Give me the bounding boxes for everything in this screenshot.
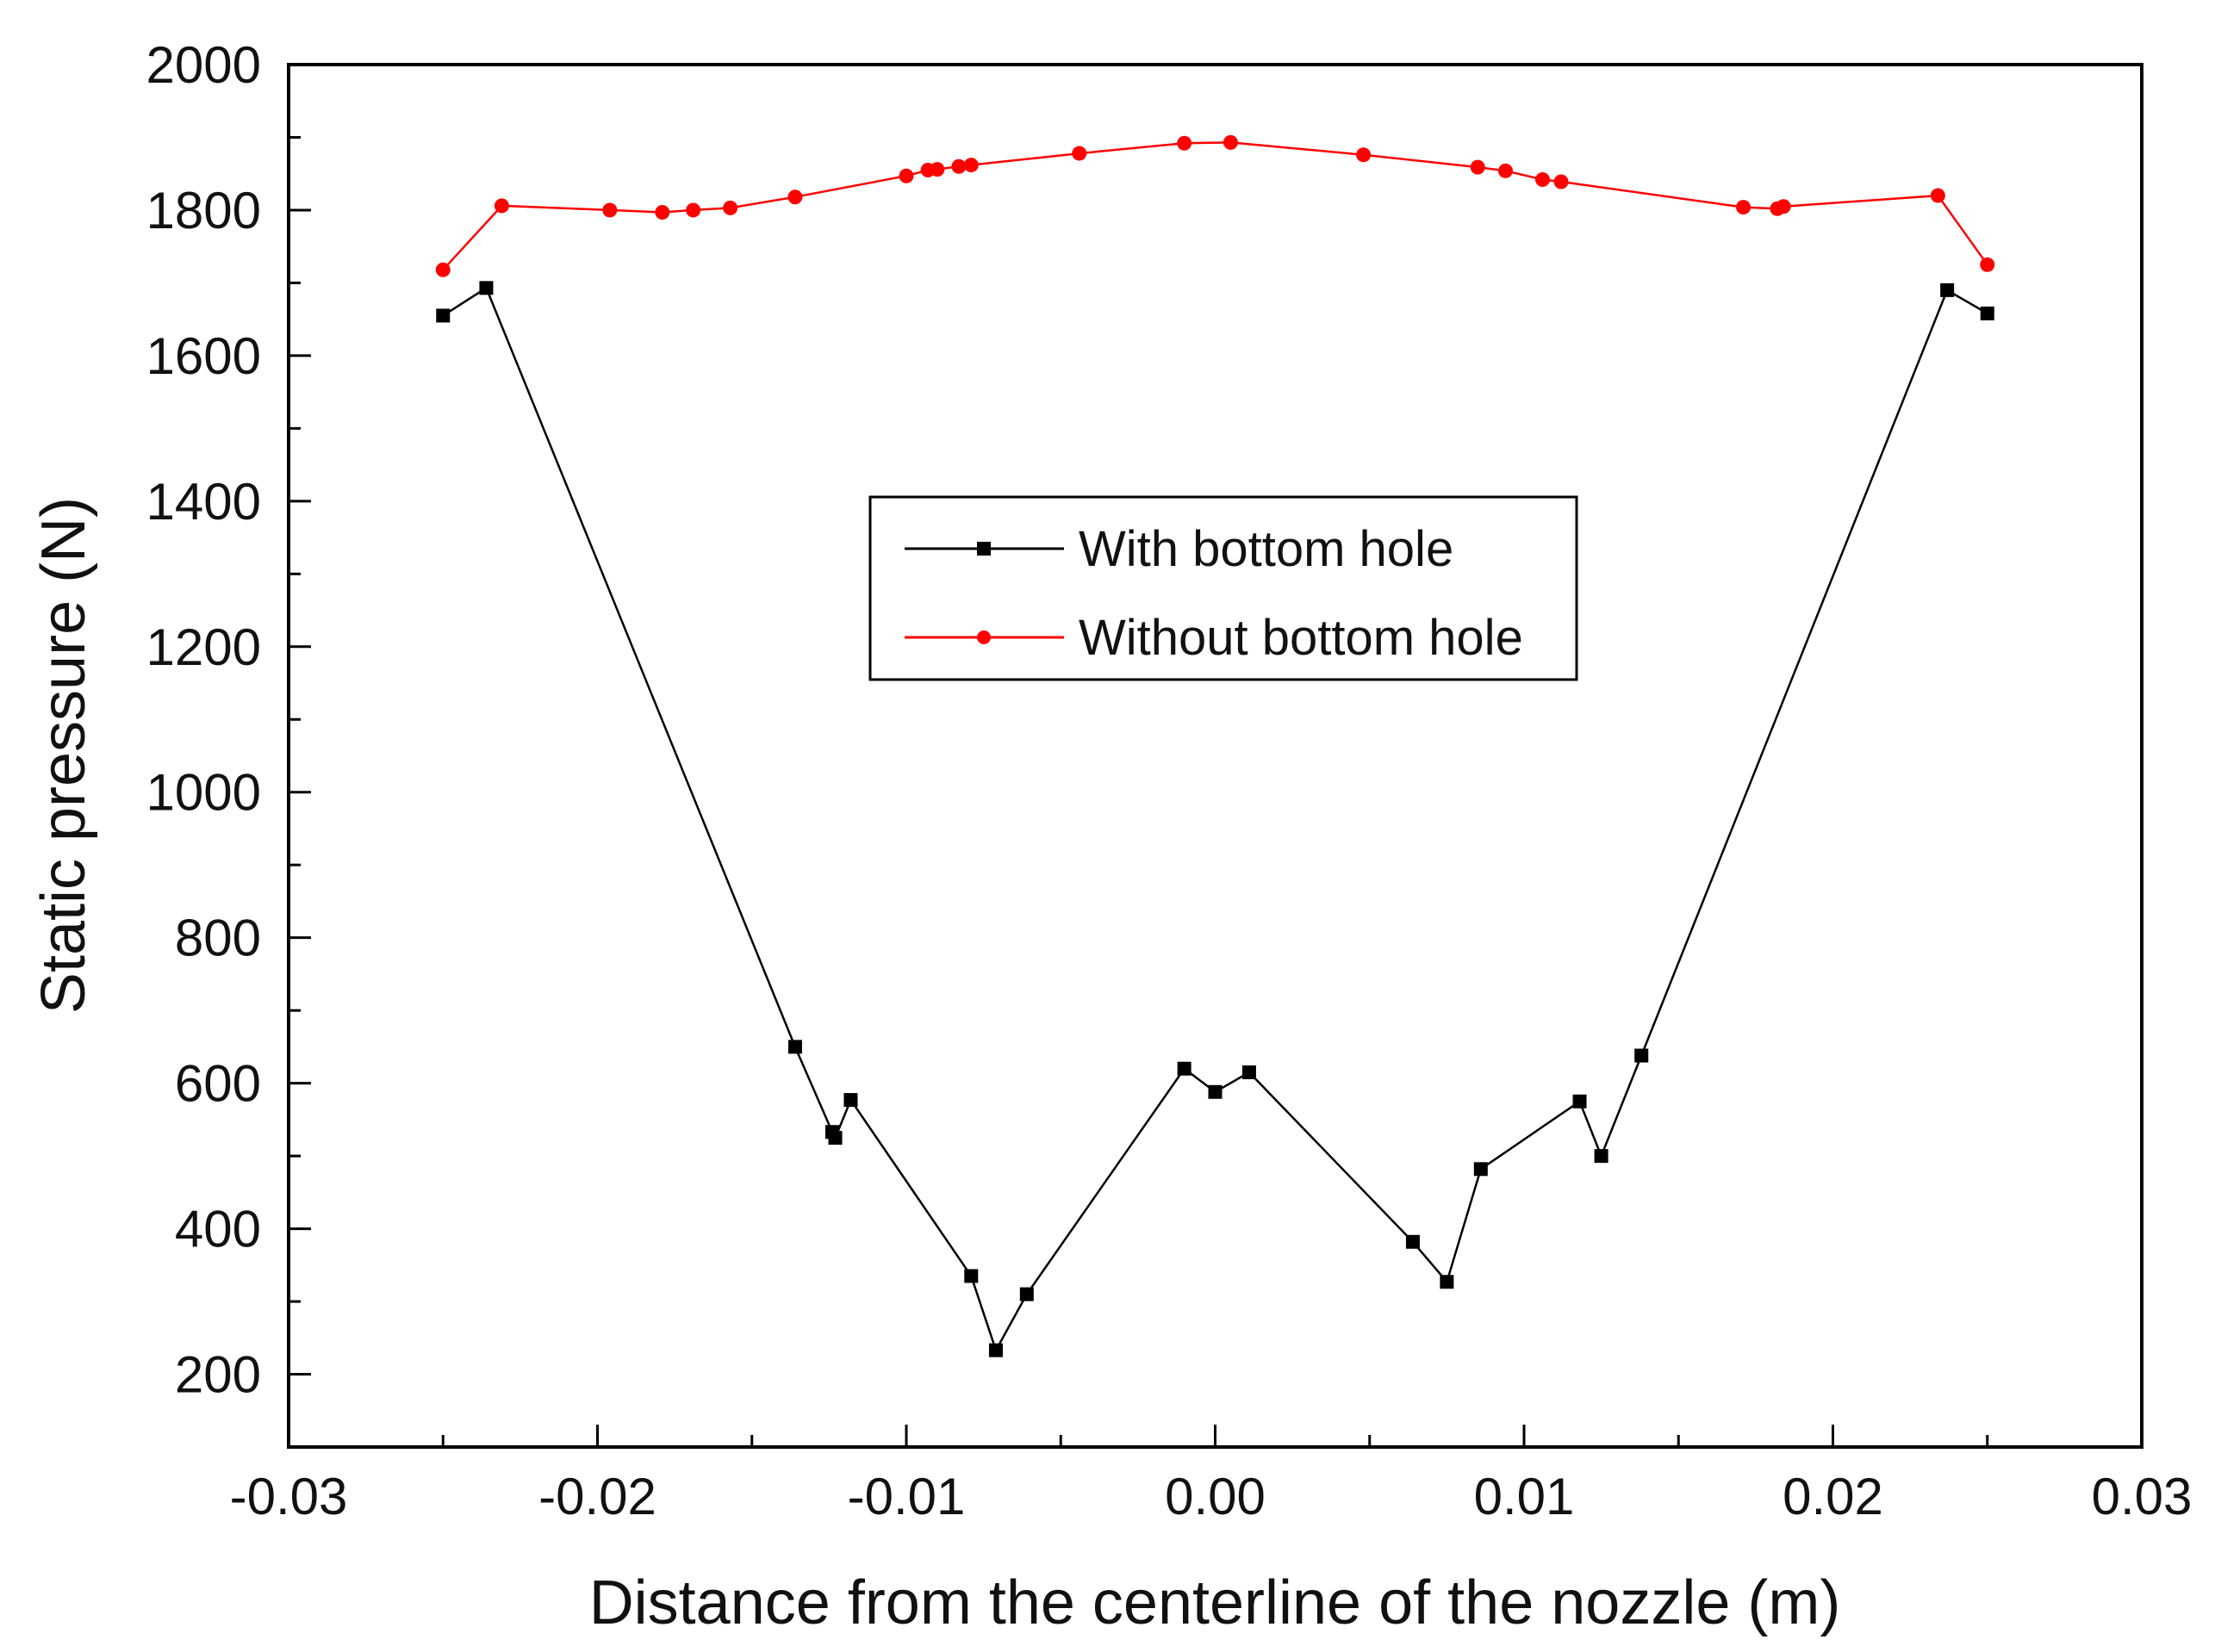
series-layer — [435, 134, 1995, 1357]
data-point — [1177, 1061, 1191, 1076]
data-point — [1241, 1065, 1256, 1079]
data-point — [964, 1269, 979, 1283]
data-point — [1930, 188, 1945, 203]
y-tick-label: 1400 — [146, 473, 261, 531]
data-point — [655, 204, 670, 220]
data-point — [1440, 1275, 1454, 1289]
data-point — [1980, 257, 1995, 272]
data-point — [1553, 174, 1569, 189]
y-tick-label: 600 — [175, 1055, 261, 1113]
data-point — [1470, 159, 1485, 175]
data-point — [988, 1343, 1003, 1357]
data-point — [494, 198, 509, 214]
y-tick-label: 2000 — [146, 36, 261, 94]
y-tick-label: 200 — [175, 1346, 261, 1404]
y-tick-label: 800 — [175, 910, 261, 967]
series-with-bottom-hole — [436, 281, 1994, 1357]
data-point — [1594, 1149, 1608, 1164]
legend-label-without-bottom-hole: Without bottom hole — [1079, 610, 1523, 666]
x-axis-title: Distance from the centerline of the nozz… — [589, 1568, 1841, 1637]
y-tick-label: 400 — [175, 1201, 261, 1258]
x-axis: -0.03 -0.02 -0.01 0.00 0.01 0.02 0.03 — [230, 1425, 2193, 1525]
data-point — [1223, 134, 1238, 150]
y-tick-label: 1800 — [146, 182, 261, 239]
legend: With bottom hole Without bottom hole — [868, 495, 1578, 681]
y-tick-label: 1200 — [146, 618, 261, 676]
data-point — [1019, 1287, 1034, 1301]
data-point — [1177, 135, 1192, 151]
data-point — [1356, 147, 1372, 163]
data-point — [1473, 1162, 1488, 1177]
data-point — [930, 162, 945, 177]
series-line — [442, 286, 1988, 1353]
series-line — [442, 141, 1988, 271]
x-tick-label: 0.01 — [1474, 1468, 1575, 1525]
data-point — [1980, 306, 1994, 320]
legend-marker-circle — [977, 630, 991, 644]
data-point — [1776, 199, 1791, 214]
y-axis: 200 400 600 800 1000 1200 1400 1600 1800 2000 — [146, 36, 311, 1449]
legend-marker-square — [977, 542, 991, 556]
data-point — [1535, 171, 1551, 187]
data-point — [1940, 283, 1955, 297]
data-point — [435, 262, 451, 277]
data-point — [963, 158, 979, 173]
y-tick-label: 1000 — [146, 764, 261, 822]
x-tick-label: -0.03 — [230, 1468, 348, 1525]
plot-frame — [287, 63, 2143, 1449]
data-point — [436, 308, 451, 323]
x-tick-label: 0.03 — [2092, 1468, 2193, 1525]
data-point — [1634, 1048, 1649, 1063]
data-point — [723, 200, 738, 215]
data-point — [1208, 1084, 1223, 1099]
data-point — [602, 202, 618, 218]
y-axis-title: Static pressure (N) — [29, 497, 98, 1014]
data-point — [951, 158, 967, 174]
data-point — [828, 1130, 843, 1145]
x-tick-label: -0.01 — [848, 1468, 966, 1525]
x-tick-label: 0.00 — [1165, 1468, 1266, 1525]
y-tick-label: 1600 — [146, 327, 261, 385]
data-point — [1497, 163, 1513, 178]
data-point — [787, 189, 803, 205]
data-point — [686, 202, 701, 218]
data-point — [1572, 1094, 1587, 1109]
data-point — [787, 1040, 802, 1054]
data-point — [843, 1093, 858, 1108]
x-tick-label: 0.02 — [1783, 1468, 1883, 1525]
series-without-bottom-hole — [435, 134, 1995, 277]
data-point — [479, 281, 494, 295]
data-point — [1405, 1234, 1420, 1249]
legend-box — [868, 495, 1578, 681]
x-tick-label: -0.02 — [538, 1468, 656, 1525]
data-point — [1736, 200, 1751, 215]
data-point — [899, 168, 914, 183]
data-point — [1072, 146, 1087, 161]
legend-label-with-bottom-hole: With bottom hole — [1079, 521, 1453, 577]
